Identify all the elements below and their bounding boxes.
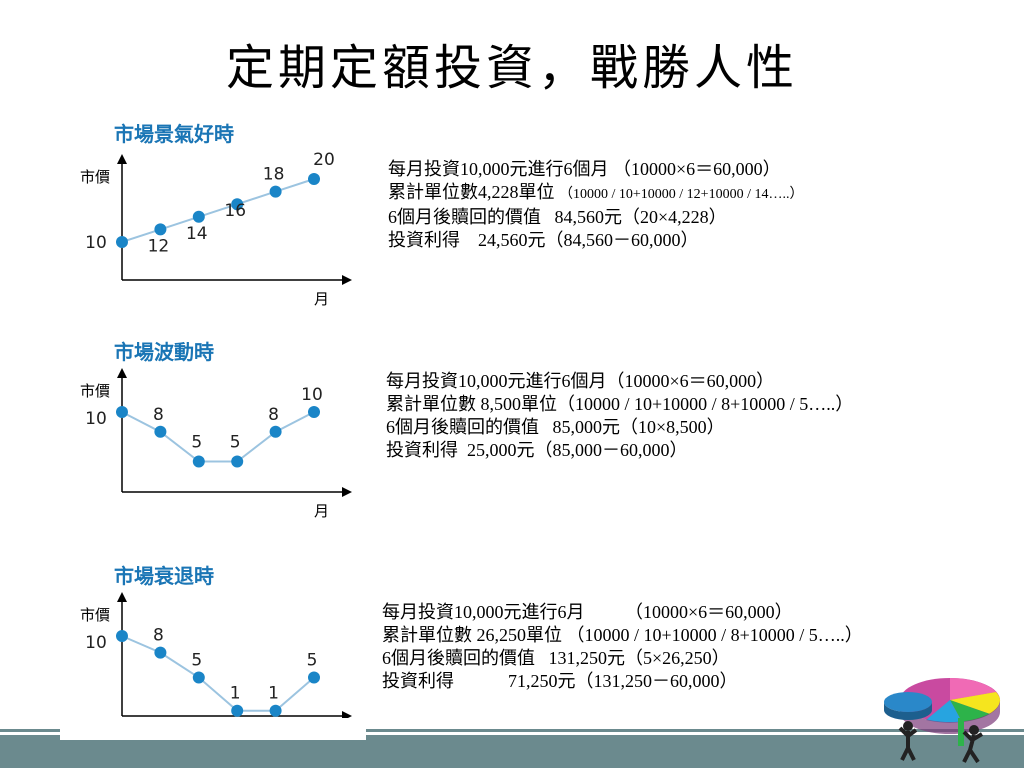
line-chart-volatile: 市價月 10 8 5 5 8 10 xyxy=(80,368,352,520)
chart-heading: 市場波動時 xyxy=(114,340,214,364)
desc-line: 投資利得 24,560元（84,560－60,000） xyxy=(388,230,699,250)
y-axis-label: 市價 xyxy=(80,382,110,400)
data-point xyxy=(308,173,320,185)
series-line xyxy=(121,178,315,243)
chart-heading: 市場景氣好時 xyxy=(114,122,234,146)
data-point xyxy=(308,671,320,684)
desc-line-main: 累計單位數4,228單位 xyxy=(388,182,555,202)
desc-line: 投資利得 71,250元（131,250－60,000） xyxy=(382,671,738,691)
desc-line: 累計單位數4,228單位 （10000 / 10+10000 / 12+1000… xyxy=(388,181,803,206)
data-point xyxy=(154,425,167,438)
data-point xyxy=(269,185,282,198)
y-axis-arrow-icon xyxy=(117,368,127,378)
chart-section-boom: 市場景氣好時 市價月 10 12 14 16 18 20 xyxy=(60,118,370,313)
data-point xyxy=(192,455,205,468)
desc-line: 6個月後贖回的價值 84,560元（20×4,228） xyxy=(388,207,727,227)
data-label: 12 xyxy=(148,236,170,256)
data-point xyxy=(231,455,244,468)
data-label: 10 xyxy=(85,233,107,253)
data-label: 8 xyxy=(153,405,164,425)
x-axis-arrow-icon xyxy=(342,275,352,285)
y-axis-arrow-icon xyxy=(117,592,127,602)
y-axis-label: 市價 xyxy=(80,606,110,624)
data-label: 10 xyxy=(85,409,107,429)
data-point xyxy=(192,671,205,684)
y-axis-arrow-icon xyxy=(117,154,127,164)
desc-recession: 每月投資10,000元進行6月 （10000×6＝60,000） 累計單位數 2… xyxy=(382,601,863,693)
data-point xyxy=(116,406,128,418)
desc-boom: 每月投資10,000元進行6個月 （10000×6＝60,000） 累計單位數4… xyxy=(388,158,803,252)
chart-section-volatile: 市場波動時 市價月 10 8 5 5 8 10 xyxy=(60,336,370,521)
data-point xyxy=(269,425,282,438)
desc-line: 6個月後贖回的價值 131,250元（5×26,250） xyxy=(382,648,730,668)
data-label: 5 xyxy=(230,433,241,453)
data-point xyxy=(269,704,282,717)
desc-line: 累計單位數 8,500單位（10000 / 10+10000 / 8+10000… xyxy=(386,394,854,414)
desc-line: 累計單位數 26,250單位 （10000 / 10+10000 / 8+100… xyxy=(382,625,863,645)
data-point xyxy=(231,198,244,211)
data-label: 14 xyxy=(186,224,208,244)
desc-line: 投資利得 25,000元（85,000－60,000） xyxy=(386,440,688,460)
desc-line: 每月投資10,000元進行6個月 （10000×6＝60,000） xyxy=(388,159,781,179)
data-point xyxy=(308,406,320,418)
data-label: 16 xyxy=(224,201,246,221)
data-point xyxy=(192,210,205,223)
line-chart-boom: 市價月 10 12 14 16 18 20 xyxy=(80,150,352,308)
desc-line: 6個月後贖回的價值 85,000元（10×8,500） xyxy=(386,417,725,437)
data-point xyxy=(154,223,167,236)
data-label: 10 xyxy=(85,633,107,653)
chart-heading: 市場衰退時 xyxy=(114,564,214,588)
data-label: 5 xyxy=(191,651,202,671)
chart-panel-bottom xyxy=(60,718,366,740)
desc-line: 每月投資10,000元進行6個月（10000×6＝60,000） xyxy=(386,371,775,391)
data-label: 8 xyxy=(153,626,164,646)
x-axis-label: 月 xyxy=(314,290,329,308)
footer-bar xyxy=(0,735,1024,768)
data-label: 8 xyxy=(268,405,279,425)
data-label: 1 xyxy=(230,684,241,704)
desc-line: 每月投資10,000元進行6月 （10000×6＝60,000） xyxy=(382,602,793,622)
page-title: 定期定額投資，戰勝人性 xyxy=(225,40,798,96)
data-label: 10 xyxy=(301,385,323,405)
footer-divider xyxy=(0,729,1024,732)
data-label: 1 xyxy=(268,684,279,704)
data-label: 5 xyxy=(191,433,202,453)
x-axis-label: 月 xyxy=(314,502,329,520)
data-point xyxy=(154,646,167,659)
data-label: 20 xyxy=(313,150,335,170)
x-axis-arrow-icon xyxy=(342,487,352,497)
chart-section-recession: 市場衰退時 市價月1085115 xyxy=(60,560,370,745)
pie-chart-clipart-icon xyxy=(884,678,1001,764)
data-point xyxy=(231,704,244,717)
series-line xyxy=(121,635,315,712)
data-point xyxy=(116,236,128,248)
data-point xyxy=(116,630,128,642)
series-line xyxy=(121,411,315,463)
desc-line-formula: （10000 / 10+10000 / 12+10000 / 14…..） xyxy=(559,187,804,202)
data-label: 18 xyxy=(263,165,285,185)
y-axis-label: 市價 xyxy=(80,168,110,186)
data-label: 5 xyxy=(307,651,318,671)
desc-volatile: 每月投資10,000元進行6個月（10000×6＝60,000） 累計單位數 8… xyxy=(386,370,853,462)
